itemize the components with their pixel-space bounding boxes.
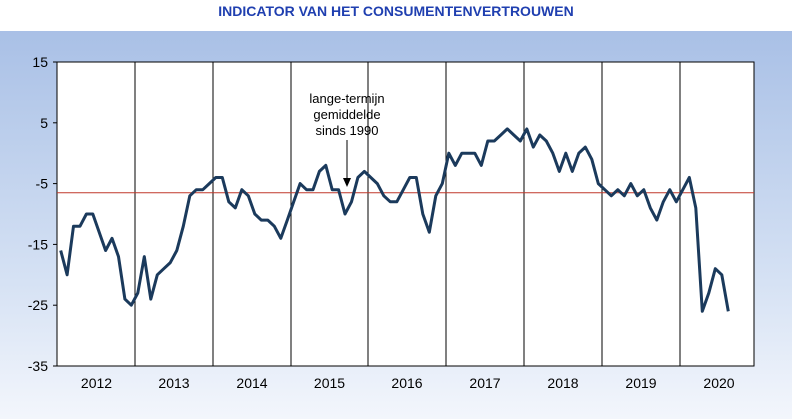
x-tick-label: 2013 — [158, 375, 189, 391]
annotation-text: lange-termijn — [309, 91, 384, 106]
y-tick-label: -25 — [28, 297, 48, 313]
x-tick-label: 2016 — [391, 375, 422, 391]
y-tick-label: -35 — [28, 358, 48, 374]
x-tick-label: 2020 — [703, 375, 734, 391]
annotation-text: sinds 1990 — [316, 123, 379, 138]
x-tick-label: 2012 — [81, 375, 112, 391]
chart-title: INDICATOR VAN HET CONSUMENTENVERTROUWEN — [218, 3, 574, 19]
y-tick-label: 5 — [40, 115, 48, 131]
annotation-arrow-head — [343, 178, 351, 187]
series-line — [59, 127, 730, 313]
x-tick-label: 2015 — [314, 375, 345, 391]
x-tick-label: 2017 — [469, 375, 500, 391]
y-tick-label: 15 — [32, 54, 48, 70]
y-tick-label: -5 — [36, 176, 49, 192]
x-tick-label: 2018 — [547, 375, 578, 391]
annotation-text: gemiddelde — [313, 107, 380, 122]
plot-area — [56, 61, 755, 367]
x-tick-label: 2014 — [236, 375, 267, 391]
y-tick-label: -15 — [28, 236, 48, 252]
x-tick-label: 2019 — [625, 375, 656, 391]
